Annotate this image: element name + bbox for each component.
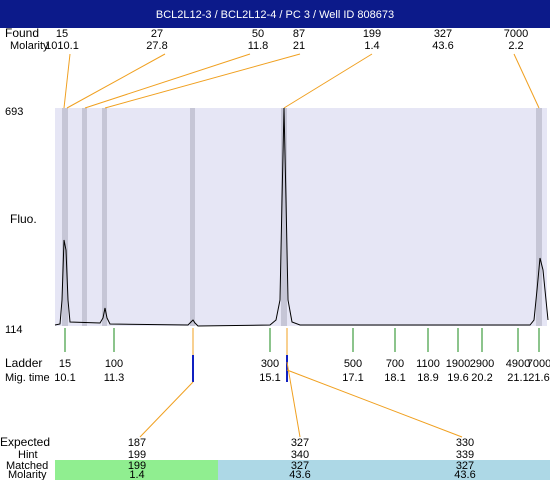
found-size: 15 [56,28,68,40]
molarity: 43.6 [454,469,475,480]
found-molarity: 2.2 [508,40,523,52]
matched: 327 [456,460,474,472]
ladder-time: 11.3 [104,372,125,384]
ladder-size: 15 [59,358,71,370]
y-min-label: 114 [5,324,23,336]
leader-line [63,53,71,109]
found-size: 87 [293,28,305,40]
matched-label: Matched [6,460,48,472]
ladder-size: 2900 [470,358,494,370]
ladder-time: 18.9 [417,372,438,384]
peak-bands [62,108,542,326]
found-size: 327 [434,28,452,40]
found-size: 7000 [504,28,528,40]
matched: 199 [128,460,146,472]
y-axis-label: Fluo. [10,212,37,226]
hint: 340 [291,449,309,461]
leader-line [283,53,373,109]
leader-line [286,369,463,438]
ladder-size: 700 [386,358,404,370]
ladder-time: 18.1 [384,372,405,384]
expected-label: Expected [0,435,50,449]
peak-band [62,108,68,326]
expected-size: 330 [456,437,474,449]
ladder-size: 7000 [527,358,550,370]
ladder-label: Ladder [5,356,42,370]
ladder-time: 21.1 [507,372,528,384]
matched-bg [218,460,550,480]
ladder-size: 1900 [446,358,470,370]
ladder-size: 100 [105,358,123,370]
molarity-label: Molarity [10,40,49,52]
ladder-size: 4900 [506,358,530,370]
matched: 327 [291,460,309,472]
peak-band [190,108,195,326]
molarity: 43.6 [289,469,310,480]
ladder-time: 20.2 [471,372,492,384]
leader-line [286,361,301,438]
ladder-size: 300 [261,358,279,370]
found-molarity: 21 [293,40,305,52]
peak-band [536,108,542,326]
header-title: BCL2L12-3 / BCL2L12-4 / PC 3 / Well ID 8… [156,9,394,21]
found-molarity: 27.8 [146,40,167,52]
hint-label: Hint [18,449,38,461]
hint: 339 [456,449,474,461]
molarity-label: Molarity [8,469,47,480]
found-label: Found [5,26,39,40]
found-leaders [63,53,540,109]
leader-line [139,381,194,438]
peak-band [281,108,287,326]
found-molarity: 1010.1 [45,40,79,52]
ladder-time: 19.6 [447,372,468,384]
found-molarity: 43.6 [432,40,453,52]
matched-bg [55,460,218,480]
found-size: 199 [363,28,381,40]
ladder-size: 1100 [416,358,440,370]
expected-size: 327 [291,437,309,449]
ladder-time: 17.1 [342,372,363,384]
plot-area [55,108,547,326]
peak-band [102,108,107,326]
leader-line [84,53,251,109]
y-max-label: 693 [5,106,23,118]
ladder-time: 21.6 [528,372,549,384]
trace [54,107,549,327]
ladder-size: 500 [344,358,362,370]
found-size: 50 [252,28,264,40]
found-molarity: 1.4 [364,40,379,52]
mig-time-label: Mig. time [5,372,50,384]
ladder-time: 10.1 [54,372,75,384]
leader-line [66,53,166,109]
leader-line [513,53,540,109]
peak-band [82,108,87,326]
found-size: 27 [151,28,163,40]
found-molarity: 11.8 [248,40,269,52]
header-bar [0,0,550,28]
hint: 199 [128,449,146,461]
expected-leaders [139,361,463,438]
molarity: 1.4 [129,469,144,480]
ladder-time: 15.1 [259,372,280,384]
leader-line [104,53,301,109]
expected-size: 187 [128,437,146,449]
